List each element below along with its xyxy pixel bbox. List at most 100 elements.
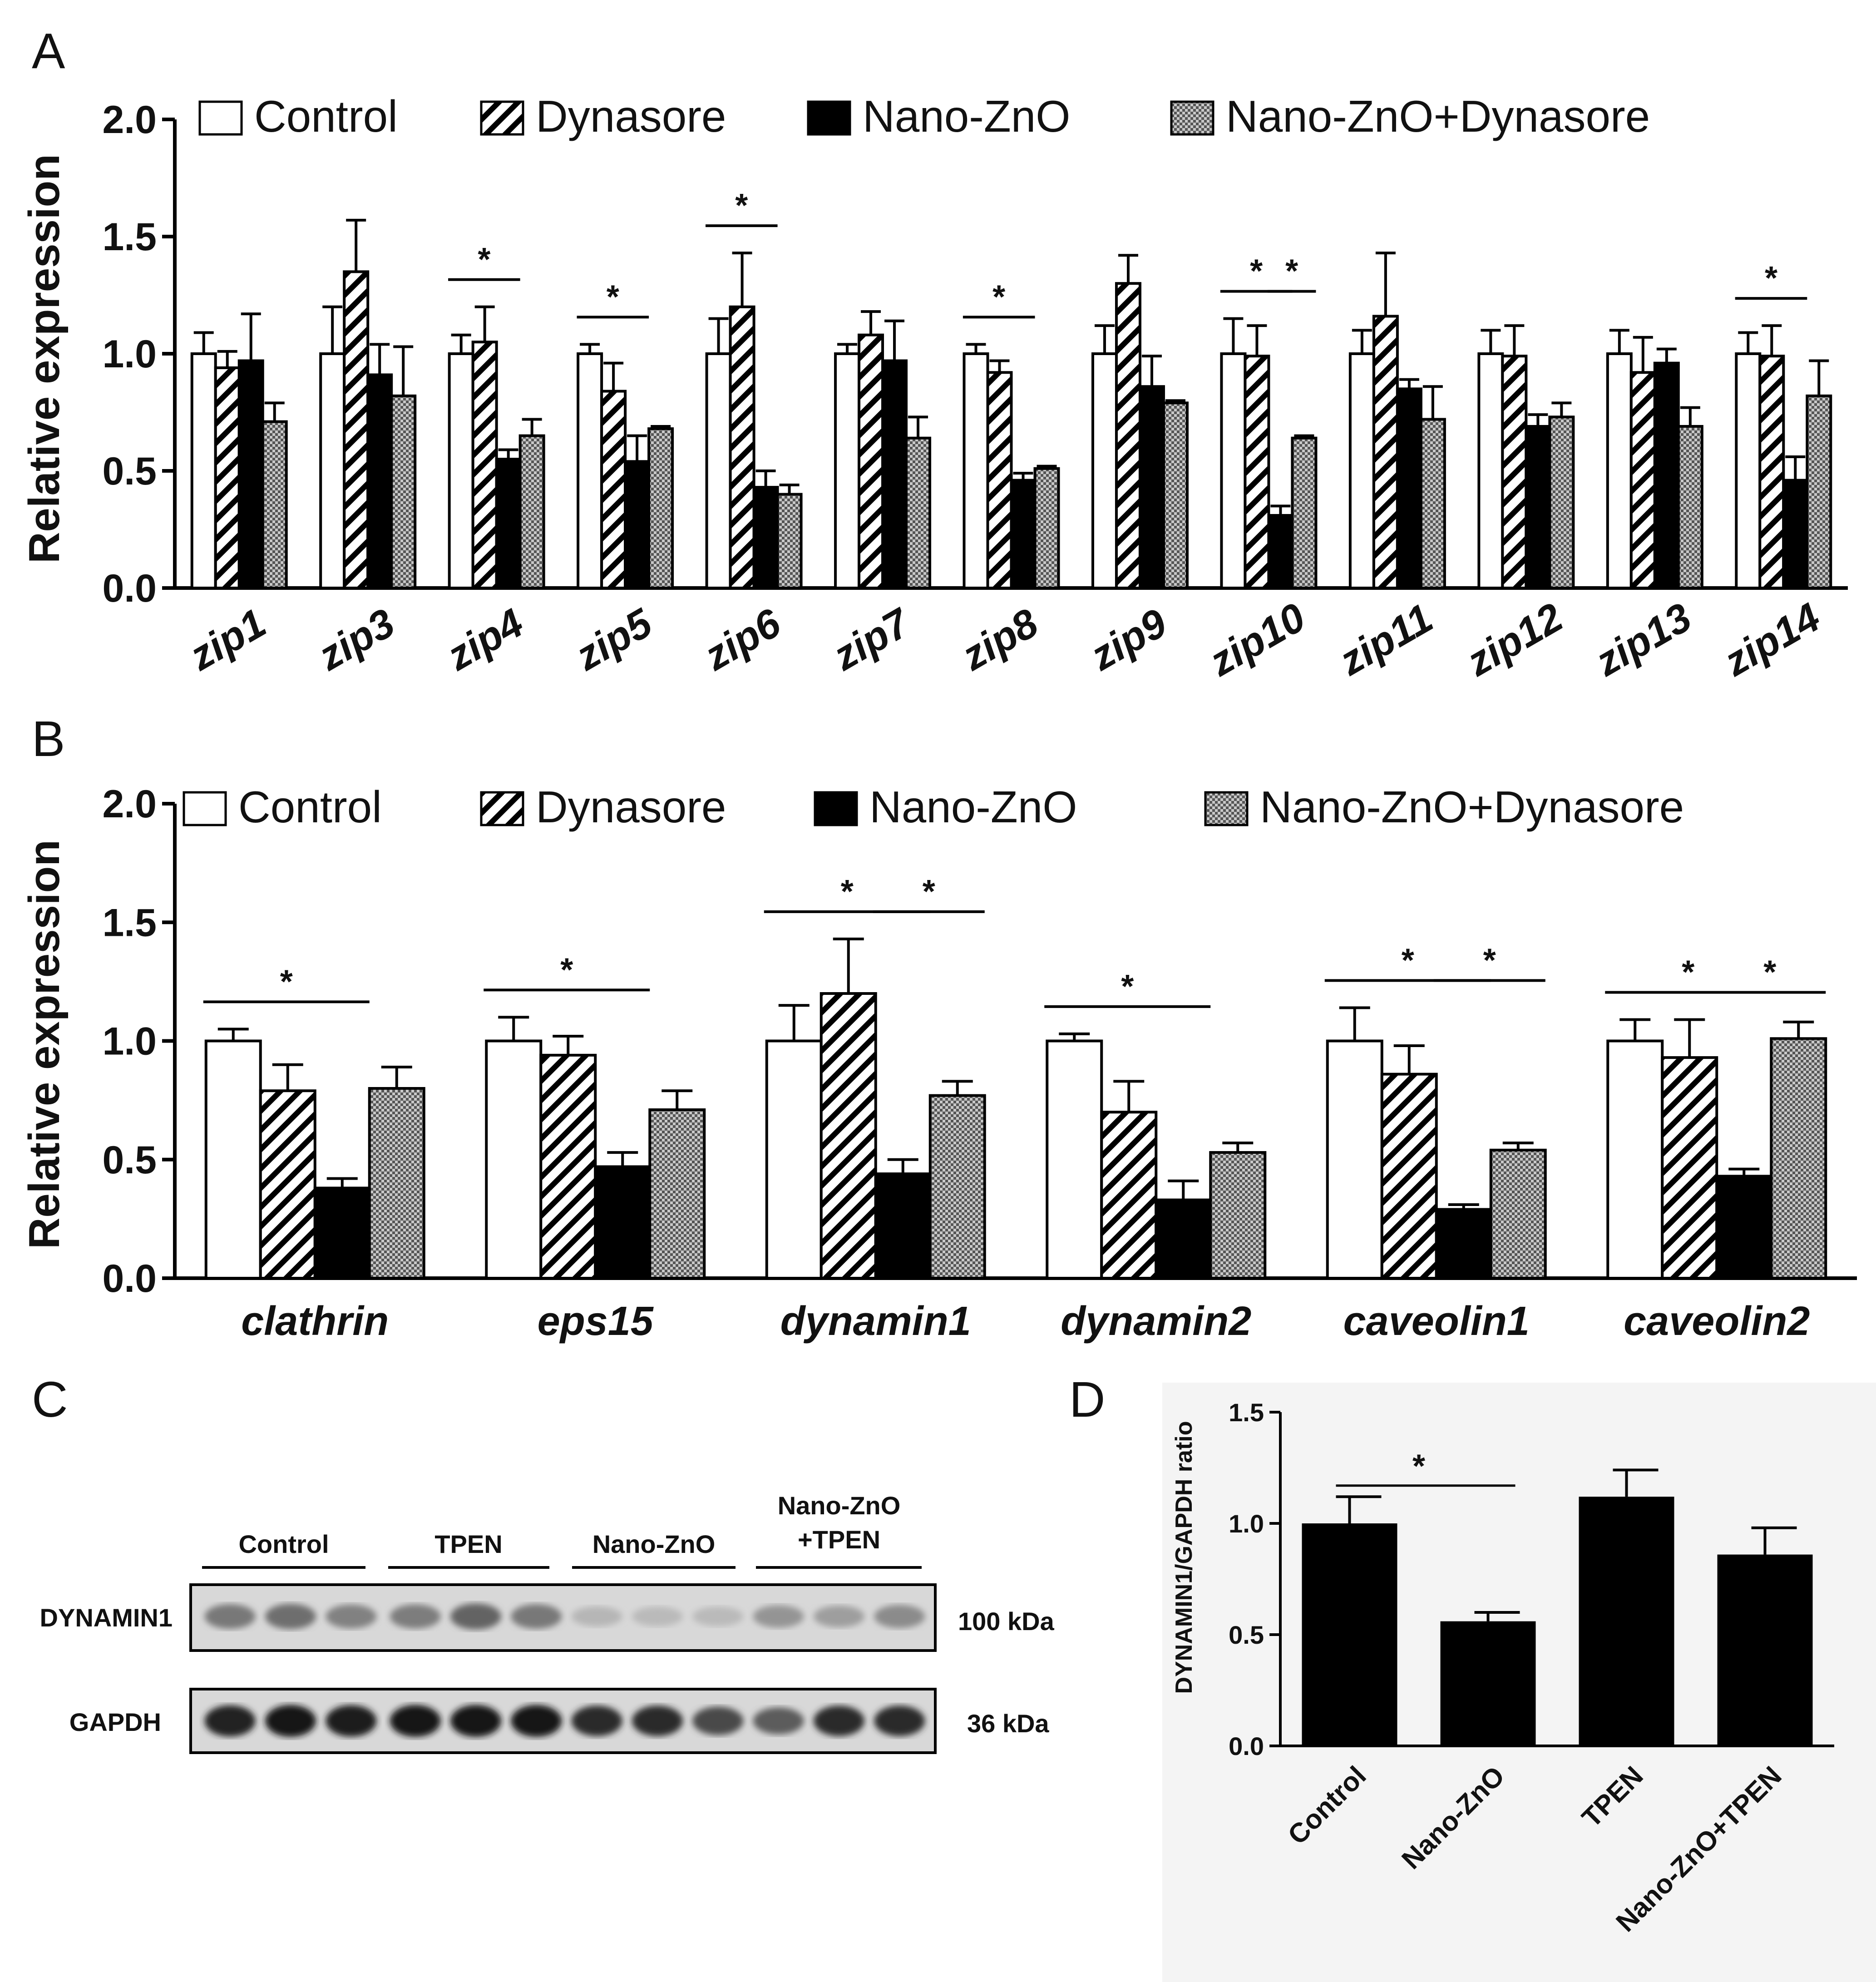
bar-dynamin2-nano-zno	[1155, 1198, 1212, 1280]
bar-zip11-nano-zno-dynasore	[1419, 418, 1446, 589]
bar-zip13-dynasore	[1629, 371, 1656, 590]
bar-zip9-nano-zno-dynasore	[1162, 401, 1189, 589]
significance-star: *	[1483, 942, 1496, 979]
bar-zip6-dynasore	[729, 305, 755, 589]
blot-band-dynamin1	[204, 1604, 256, 1629]
x-category-label-zip4: zip4	[439, 600, 531, 680]
protein-label-dynamin1: DYNAMIN1	[40, 1603, 173, 1632]
bar-zip4-nano-zno	[495, 458, 522, 589]
bar-zip8-control	[963, 352, 989, 589]
x-category-label-zip5: zip5	[568, 600, 660, 680]
bar-dynamin1-dynasore	[820, 992, 877, 1280]
bar-zip4-control	[448, 352, 474, 589]
significance-star: *	[607, 279, 619, 315]
panel-d-bar-control	[1302, 1523, 1397, 1746]
bar-dynamin2-dynasore	[1100, 1111, 1158, 1280]
bar-zip1-dynasore	[214, 366, 241, 590]
x-category-label-zip3: zip3	[311, 600, 402, 680]
panel-a-chart: Relative expression Control Dynasore Nano-…	[20, 91, 1848, 685]
bar-caveolin1-control	[1326, 1039, 1383, 1280]
x-category-label-zip12: zip12	[1459, 594, 1570, 685]
blot-band-dynamin1	[632, 1606, 683, 1626]
panel-d-y-axis-label: DYNAMIN1/GAPDH ratio	[1171, 1421, 1197, 1694]
x-category-label-zip13: zip13	[1587, 594, 1699, 685]
bar-zip10-control	[1220, 352, 1247, 589]
panel-letter-c: C	[32, 1372, 68, 1428]
bar-zip12-nano-zno-dynasore	[1548, 415, 1575, 589]
bar-dynamin2-nano-zno-dynasore	[1209, 1151, 1267, 1280]
bar-zip7-nano-zno-dynasore	[905, 436, 932, 589]
bar-zip6-nano-zno-dynasore	[776, 493, 803, 589]
panel-letter-d: D	[1069, 1372, 1105, 1428]
x-category-label-dynamin1: dynamin1	[780, 1299, 971, 1344]
bar-caveolin2-nano-zno	[1715, 1175, 1773, 1280]
bar-zip4-nano-zno-dynasore	[518, 434, 545, 589]
y-tick-label: 0.5	[102, 450, 157, 493]
blot-band-dynamin1	[571, 1606, 622, 1626]
bar-zip9-control	[1091, 352, 1118, 589]
bar-zip14-nano-zno	[1782, 479, 1809, 590]
bar-dynamin1-nano-zno	[874, 1172, 932, 1280]
group-label-tpen: TPEN	[434, 1530, 502, 1558]
x-category-label-caveolin2: caveolin2	[1624, 1299, 1810, 1344]
legend-swatch-dynasore	[480, 100, 524, 136]
blot-band-gapdh	[326, 1705, 377, 1737]
blot-band-gapdh	[204, 1705, 256, 1737]
bar-zip12-control	[1477, 352, 1504, 589]
bar-zip8-nano-zno-dynasore	[1033, 467, 1060, 589]
group-label-nano-zno: Nano-ZnO	[592, 1530, 716, 1558]
bar-zip8-nano-zno	[1010, 479, 1037, 590]
bar-zip1-control	[190, 352, 217, 589]
bar-eps15-dynasore	[539, 1053, 597, 1280]
legend-swatch-nano-zno	[807, 100, 851, 136]
bar-zip10-nano-zno	[1267, 514, 1294, 590]
blot-band-gapdh	[511, 1705, 562, 1737]
x-category-label-zip10: zip10	[1201, 594, 1313, 685]
bar-caveolin1-nano-zno-dynasore	[1489, 1148, 1547, 1280]
bar-zip13-nano-zno-dynasore	[1677, 425, 1703, 590]
bar-caveolin2-control	[1606, 1039, 1664, 1280]
bar-dynamin2-control	[1046, 1039, 1103, 1280]
bar-clathrin-nano-zno	[313, 1186, 371, 1280]
significance-star: *	[1763, 954, 1776, 990]
x-category-label-clathrin: clathrin	[241, 1299, 389, 1344]
blot-band-gapdh	[450, 1705, 501, 1737]
bar-zip3-nano-zno	[366, 373, 393, 589]
significance-star: *	[1402, 942, 1414, 979]
blot-band-dynamin1	[450, 1603, 501, 1630]
blot-band-dynamin1	[753, 1605, 804, 1628]
bar-caveolin2-dynasore	[1661, 1056, 1718, 1280]
x-category-label-zip9: zip9	[1082, 600, 1174, 680]
bar-zip5-nano-zno-dynasore	[647, 427, 674, 589]
legend-label-dynasore: Dynasore	[536, 91, 726, 141]
significance-star: *	[1682, 954, 1694, 990]
panel-d-chart: DYNAMIN1/GAPDH ratio 0.00.51.01.5Control…	[1162, 1383, 1876, 1982]
bar-eps15-nano-zno-dynasore	[648, 1108, 706, 1280]
bar-zip1-nano-zno-dynasore	[261, 420, 288, 589]
bar-zip4-dynasore	[471, 341, 498, 589]
legend-label-nano-zno-dynasore: Nano-ZnO+Dynasore	[1226, 91, 1650, 141]
blot-band-dynamin1	[265, 1604, 316, 1629]
bar-zip6-control	[705, 352, 732, 589]
bar-zip7-control	[834, 352, 861, 589]
bar-zip14-dynasore	[1758, 355, 1785, 589]
bar-caveolin2-nano-zno-dynasore	[1770, 1037, 1827, 1280]
bar-zip10-nano-zno-dynasore	[1291, 436, 1318, 589]
significance-star: *	[478, 242, 490, 278]
panel-b-chart: Relative expression Control Dynasore Nano-…	[20, 782, 1857, 1344]
panel-b-y-axis-label: Relative expression	[20, 840, 69, 1249]
bar-zip5-dynasore	[600, 390, 627, 589]
panel-b-legend: Control Dynasore Nano-ZnO Nano-ZnO+Dynasore	[183, 782, 1684, 832]
legend-swatch-control	[183, 791, 227, 826]
significance-star: *	[1285, 253, 1298, 290]
y-tick-label: 1.0	[102, 332, 157, 376]
bar-clathrin-dynasore	[259, 1089, 316, 1280]
size-label-36-kda: 36 kDa	[967, 1709, 1049, 1738]
legend-label-nano-zno: Nano-ZnO	[869, 782, 1077, 832]
bar-caveolin1-dynasore	[1380, 1073, 1438, 1280]
x-category-label-zip14: zip14	[1716, 594, 1828, 685]
bar-zip3-nano-zno-dynasore	[390, 394, 417, 589]
bar-clathrin-nano-zno-dynasore	[368, 1087, 425, 1280]
significance-star: *	[841, 874, 854, 910]
y-tick-label: 1.5	[102, 215, 157, 259]
